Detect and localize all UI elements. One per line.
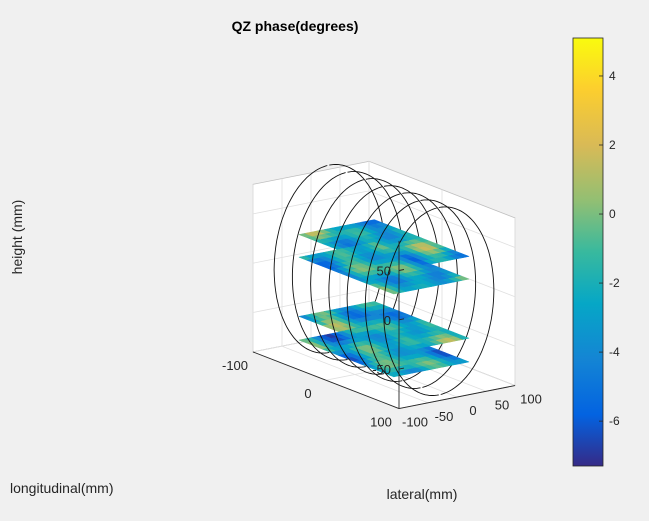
y-tick-label: 100 (370, 415, 392, 430)
y-tick-label: 0 (304, 386, 311, 401)
y-axis-label: longitudinal(mm) (10, 480, 113, 496)
ring-front (328, 186, 385, 375)
colorbar-tick-label: 2 (609, 138, 616, 152)
colorbar-tick-label: 4 (609, 69, 616, 83)
z-tick-label: 0 (384, 313, 391, 328)
colorbar-tick-label: -2 (609, 276, 620, 290)
z-tick-label: 50 (377, 264, 391, 279)
colorbar: 4 2 0 -2 -4 -6 (572, 37, 620, 467)
y-axis-line (252, 351, 400, 409)
x-tick-label: 0 (469, 403, 476, 418)
ring-front (364, 200, 421, 389)
surface-cell (454, 275, 470, 281)
y-tick-label: -100 (222, 358, 248, 373)
ring-back (438, 206, 495, 395)
colorbar-gradient (572, 37, 604, 467)
z-tick-mark (398, 318, 405, 321)
axis-lines (252, 240, 516, 409)
axes-3d: 50 0 -50 100 0 -100 100 50 0 -50 -100 (222, 160, 542, 430)
x-tick-label: -50 (435, 409, 454, 424)
surface-cell (454, 358, 470, 364)
z-tick-label: -50 (372, 362, 391, 377)
colorbar-tick-label: -4 (609, 345, 620, 359)
colorbar-ticks: 4 2 0 -2 -4 -6 (599, 69, 620, 428)
x-axis-label: lateral(mm) (387, 486, 458, 502)
surface-cell (454, 334, 470, 340)
z-tick-mark (398, 367, 405, 370)
colorbar-tick-label: 0 (609, 207, 616, 221)
ring-front (310, 179, 366, 368)
colorbar-tick-label: -6 (609, 414, 620, 428)
x-axis-line (398, 385, 516, 409)
x-tick-label: -100 (402, 415, 428, 430)
ring-front (291, 172, 348, 361)
surface-cell (454, 253, 470, 258)
x-tick-label: 50 (495, 397, 509, 412)
rings-front (273, 165, 439, 396)
chart-title: QZ phase(degrees) (232, 18, 359, 34)
z-tick-mark (398, 269, 405, 271)
tick-labels: 50 0 -50 100 0 -100 100 50 0 -50 -100 (222, 264, 542, 430)
surface-planes (298, 219, 470, 378)
surface-plane (298, 242, 470, 295)
z-axis-label: height (mm) (9, 200, 25, 275)
x-tick-label: 100 (520, 392, 542, 407)
ring-front (383, 207, 439, 396)
ring-front (346, 193, 403, 382)
ring-front (273, 165, 330, 354)
